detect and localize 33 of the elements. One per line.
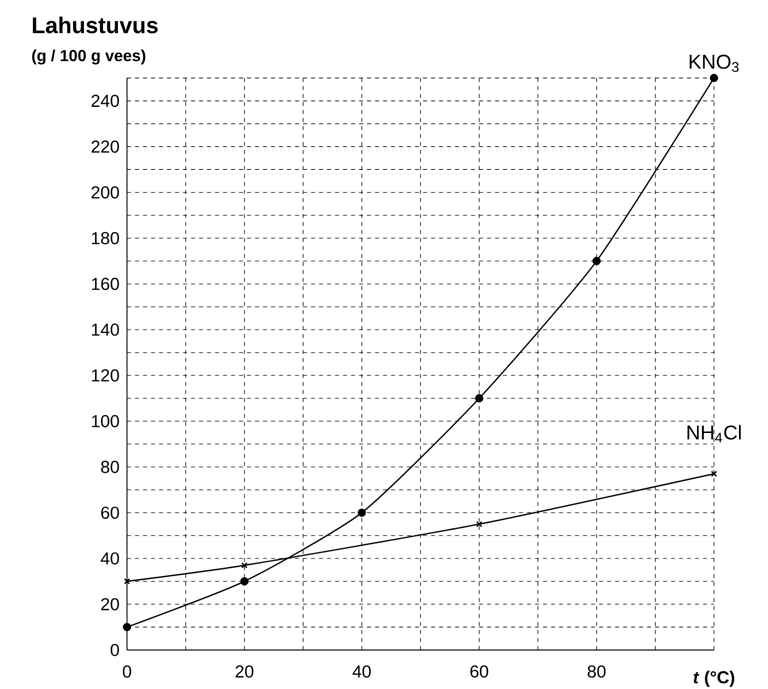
point <box>710 470 718 477</box>
series-label: KNO$_{3}$ <box>690 54 739 72</box>
point <box>710 74 718 82</box>
y-tick-label: 160 <box>92 278 119 290</box>
point <box>122 622 132 632</box>
point <box>358 508 366 517</box>
series-label: NH$_{4}$Cl <box>688 424 741 442</box>
x-tick-label: 60 <box>470 665 488 678</box>
x-axis-title: t (°C) <box>694 670 734 687</box>
point <box>475 394 484 402</box>
y-tick-label: 0 <box>110 644 119 656</box>
y-tick-label: 140 <box>92 324 119 336</box>
point <box>124 578 130 584</box>
chart-subtitle: (g / 100 g vees) <box>32 50 146 64</box>
chart-title: Lahustuvus <box>32 16 158 34</box>
y-tick-label: 40 <box>100 552 119 565</box>
point <box>592 256 601 266</box>
point <box>241 562 248 568</box>
y-tick-label: 200 <box>92 186 119 199</box>
y-tick-label: 180 <box>92 232 119 244</box>
y-tick-label: 100 <box>92 415 119 428</box>
y-tick-label: 240 <box>92 94 119 108</box>
x-tick-label: 20 <box>236 665 254 678</box>
y-tick-label: 220 <box>92 140 119 153</box>
y-tick-label: 80 <box>101 460 119 474</box>
point <box>240 577 249 586</box>
point <box>476 521 482 528</box>
x-tick-label: 40 <box>352 665 371 678</box>
y-tick-label: 60 <box>101 506 119 519</box>
y-tick-label: 20 <box>101 598 119 610</box>
y-tick-label: 120 <box>92 369 119 382</box>
x-tick-label: 0 <box>122 665 132 678</box>
x-tick-label: 80 <box>588 665 606 678</box>
